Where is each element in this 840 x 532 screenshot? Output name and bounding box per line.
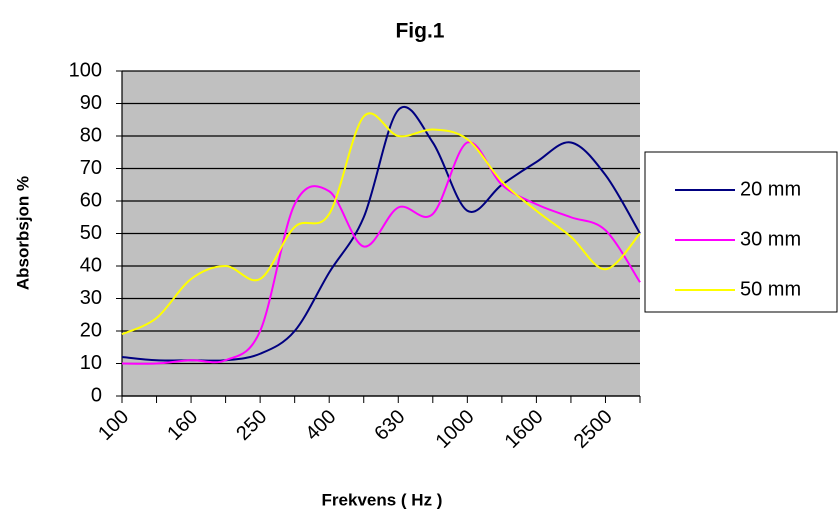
series-line bbox=[121, 141, 641, 365]
y-tick-label: 80 bbox=[80, 124, 102, 146]
y-tick-label: 60 bbox=[80, 189, 102, 211]
legend-label: 50 mm bbox=[740, 278, 801, 300]
x-tick-label: 2500 bbox=[570, 406, 617, 453]
x-tick-label: 1000 bbox=[432, 406, 479, 453]
y-axis-label: Absorbsjon % bbox=[13, 176, 32, 290]
y-tick-label: 50 bbox=[80, 222, 102, 244]
x-tick-label: 160 bbox=[163, 406, 202, 445]
y-tick-label: 40 bbox=[80, 254, 102, 276]
y-tick-label: 100 bbox=[69, 59, 102, 81]
y-tick-label: 10 bbox=[80, 352, 102, 374]
legend-label: 20 mm bbox=[740, 178, 801, 200]
legend-box bbox=[644, 151, 838, 313]
series-line bbox=[121, 106, 641, 362]
x-tick-label: 100 bbox=[94, 406, 133, 445]
chart-title: Fig.1 bbox=[395, 20, 444, 43]
y-tick-label: 20 bbox=[80, 319, 102, 341]
y-tick-label: 0 bbox=[91, 384, 102, 406]
y-tick-label: 90 bbox=[80, 92, 102, 114]
x-axis-label: Frekvens ( Hz ) bbox=[322, 490, 443, 509]
y-tick-label: 30 bbox=[80, 287, 102, 309]
x-tick-label: 630 bbox=[370, 406, 409, 445]
x-tick-label: 400 bbox=[301, 406, 340, 445]
x-tick-label: 1600 bbox=[501, 406, 548, 453]
legend-label: 30 mm bbox=[740, 228, 801, 250]
y-tick-label: 70 bbox=[80, 157, 102, 179]
series-line bbox=[121, 112, 641, 336]
x-tick-label: 250 bbox=[232, 406, 271, 445]
